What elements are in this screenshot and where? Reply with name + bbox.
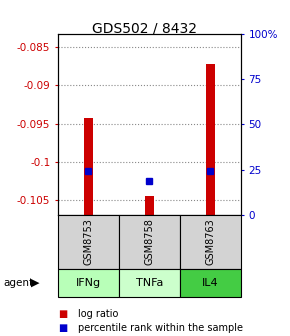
Bar xyxy=(145,196,154,215)
Bar xyxy=(58,269,119,297)
Text: ■: ■ xyxy=(58,323,67,333)
Text: GSM8758: GSM8758 xyxy=(144,218,154,265)
Text: ▶: ▶ xyxy=(30,278,39,288)
Bar xyxy=(180,269,241,297)
Text: IL4: IL4 xyxy=(202,278,219,288)
Text: agent: agent xyxy=(3,278,33,288)
Text: TNFa: TNFa xyxy=(136,278,163,288)
Text: log ratio: log ratio xyxy=(78,309,119,319)
Text: percentile rank within the sample: percentile rank within the sample xyxy=(78,323,243,333)
Text: GSM8763: GSM8763 xyxy=(205,218,215,265)
Bar xyxy=(206,64,215,215)
Text: GDS502 / 8432: GDS502 / 8432 xyxy=(93,22,197,36)
Bar xyxy=(58,215,119,269)
Text: ■: ■ xyxy=(58,309,67,319)
Text: IFNg: IFNg xyxy=(76,278,101,288)
Bar xyxy=(119,215,180,269)
Bar xyxy=(84,118,93,215)
Bar xyxy=(180,215,241,269)
Text: GSM8753: GSM8753 xyxy=(84,218,93,265)
Bar xyxy=(119,269,180,297)
